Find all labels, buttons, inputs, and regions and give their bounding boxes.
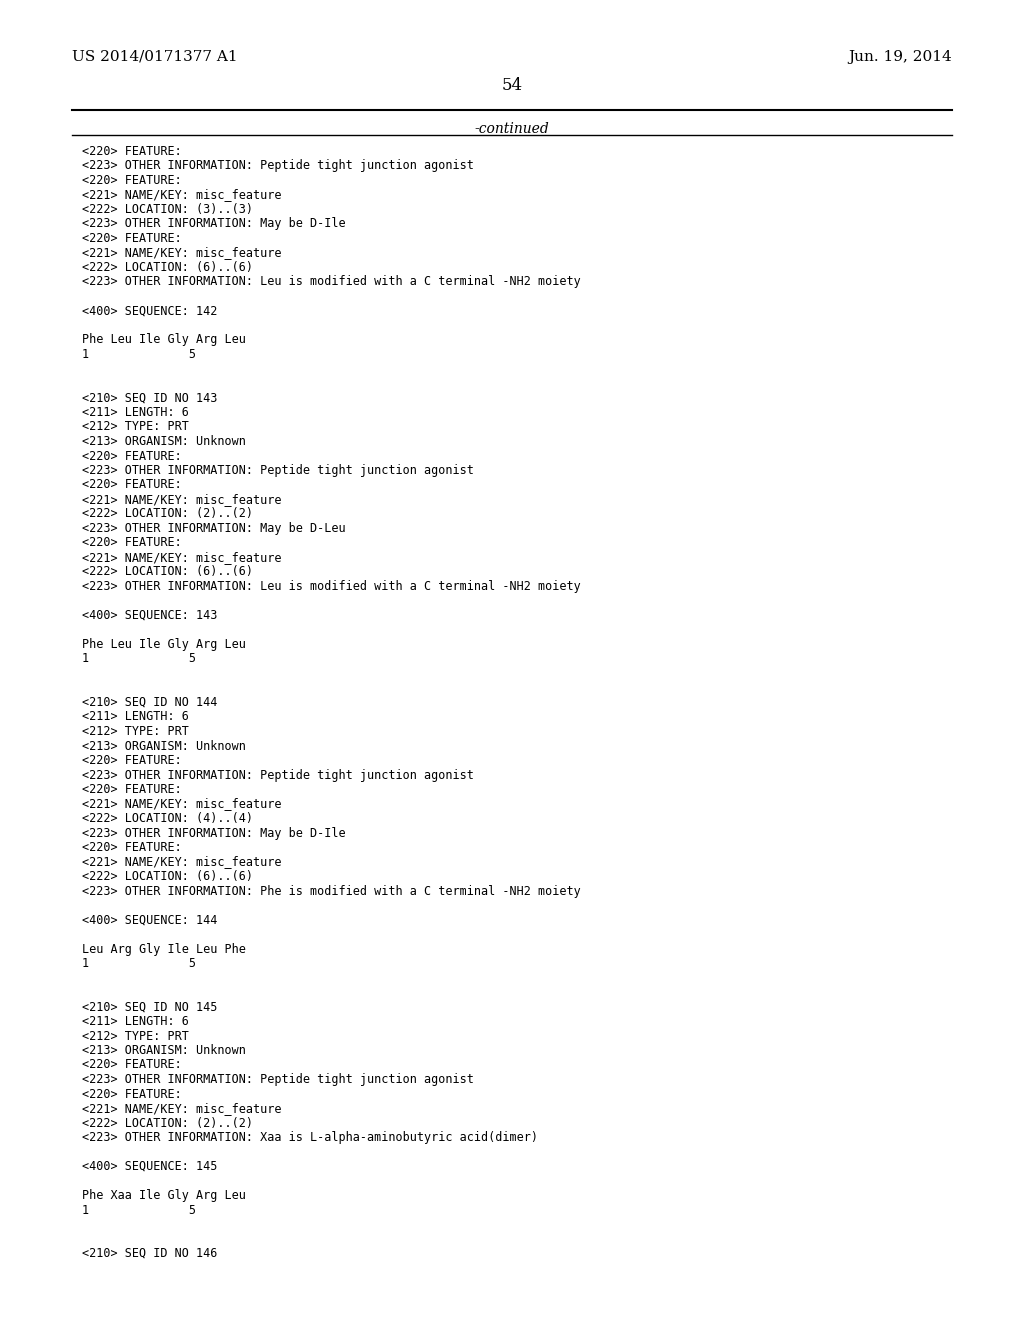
Text: Phe Xaa Ile Gly Arg Leu: Phe Xaa Ile Gly Arg Leu (82, 1189, 246, 1203)
Text: <221> NAME/KEY: misc_feature: <221> NAME/KEY: misc_feature (82, 492, 282, 506)
Text: US 2014/0171377 A1: US 2014/0171377 A1 (72, 50, 238, 63)
Text: <222> LOCATION: (2)..(2): <222> LOCATION: (2)..(2) (82, 507, 253, 520)
Text: <223> OTHER INFORMATION: Peptide tight junction agonist: <223> OTHER INFORMATION: Peptide tight j… (82, 160, 474, 173)
Text: <223> OTHER INFORMATION: Peptide tight junction agonist: <223> OTHER INFORMATION: Peptide tight j… (82, 768, 474, 781)
Text: <211> LENGTH: 6: <211> LENGTH: 6 (82, 1015, 188, 1028)
Text: Phe Leu Ile Gly Arg Leu: Phe Leu Ile Gly Arg Leu (82, 334, 246, 346)
Text: <223> OTHER INFORMATION: Peptide tight junction agonist: <223> OTHER INFORMATION: Peptide tight j… (82, 465, 474, 477)
Text: <220> FEATURE:: <220> FEATURE: (82, 783, 181, 796)
Text: <223> OTHER INFORMATION: Leu is modified with a C terminal -NH2 moiety: <223> OTHER INFORMATION: Leu is modified… (82, 579, 581, 593)
Text: <222> LOCATION: (6)..(6): <222> LOCATION: (6)..(6) (82, 565, 253, 578)
Text: <223> OTHER INFORMATION: Phe is modified with a C terminal -NH2 moiety: <223> OTHER INFORMATION: Phe is modified… (82, 884, 581, 898)
Text: <211> LENGTH: 6: <211> LENGTH: 6 (82, 407, 188, 418)
Text: 1              5: 1 5 (82, 652, 196, 665)
Text: <221> NAME/KEY: misc_feature: <221> NAME/KEY: misc_feature (82, 247, 282, 260)
Text: <220> FEATURE:: <220> FEATURE: (82, 232, 181, 246)
Text: <213> ORGANISM: Unknown: <213> ORGANISM: Unknown (82, 436, 246, 447)
Text: <220> FEATURE:: <220> FEATURE: (82, 841, 181, 854)
Text: <223> OTHER INFORMATION: May be D-Ile: <223> OTHER INFORMATION: May be D-Ile (82, 826, 346, 840)
Text: <221> NAME/KEY: misc_feature: <221> NAME/KEY: misc_feature (82, 1102, 282, 1115)
Text: <222> LOCATION: (3)..(3): <222> LOCATION: (3)..(3) (82, 203, 253, 216)
Text: <223> OTHER INFORMATION: May be D-Ile: <223> OTHER INFORMATION: May be D-Ile (82, 218, 346, 231)
Text: <212> TYPE: PRT: <212> TYPE: PRT (82, 1030, 188, 1043)
Text: <220> FEATURE:: <220> FEATURE: (82, 536, 181, 549)
Text: <223> OTHER INFORMATION: Leu is modified with a C terminal -NH2 moiety: <223> OTHER INFORMATION: Leu is modified… (82, 276, 581, 289)
Text: <223> OTHER INFORMATION: Xaa is L-alpha-aminobutyric acid(dimer): <223> OTHER INFORMATION: Xaa is L-alpha-… (82, 1131, 538, 1144)
Text: Leu Arg Gly Ile Leu Phe: Leu Arg Gly Ile Leu Phe (82, 942, 246, 956)
Text: <223> OTHER INFORMATION: Peptide tight junction agonist: <223> OTHER INFORMATION: Peptide tight j… (82, 1073, 474, 1086)
Text: <220> FEATURE:: <220> FEATURE: (82, 1088, 181, 1101)
Text: <213> ORGANISM: Unknown: <213> ORGANISM: Unknown (82, 1044, 246, 1057)
Text: <220> FEATURE:: <220> FEATURE: (82, 754, 181, 767)
Text: <400> SEQUENCE: 143: <400> SEQUENCE: 143 (82, 609, 217, 622)
Text: <221> NAME/KEY: misc_feature: <221> NAME/KEY: misc_feature (82, 797, 282, 810)
Text: <211> LENGTH: 6: <211> LENGTH: 6 (82, 710, 188, 723)
Text: <220> FEATURE:: <220> FEATURE: (82, 145, 181, 158)
Text: 1              5: 1 5 (82, 348, 196, 360)
Text: 1              5: 1 5 (82, 1204, 196, 1217)
Text: <400> SEQUENCE: 142: <400> SEQUENCE: 142 (82, 305, 217, 318)
Text: <210> SEQ ID NO 145: <210> SEQ ID NO 145 (82, 1001, 217, 1014)
Text: Phe Leu Ile Gly Arg Leu: Phe Leu Ile Gly Arg Leu (82, 638, 246, 651)
Text: <210> SEQ ID NO 146: <210> SEQ ID NO 146 (82, 1247, 217, 1261)
Text: <220> FEATURE:: <220> FEATURE: (82, 174, 181, 187)
Text: <212> TYPE: PRT: <212> TYPE: PRT (82, 725, 188, 738)
Text: <221> NAME/KEY: misc_feature: <221> NAME/KEY: misc_feature (82, 855, 282, 869)
Text: <212> TYPE: PRT: <212> TYPE: PRT (82, 421, 188, 433)
Text: <400> SEQUENCE: 145: <400> SEQUENCE: 145 (82, 1160, 217, 1173)
Text: <400> SEQUENCE: 144: <400> SEQUENCE: 144 (82, 913, 217, 927)
Text: <221> NAME/KEY: misc_feature: <221> NAME/KEY: misc_feature (82, 189, 282, 202)
Text: <222> LOCATION: (4)..(4): <222> LOCATION: (4)..(4) (82, 812, 253, 825)
Text: <210> SEQ ID NO 143: <210> SEQ ID NO 143 (82, 392, 217, 404)
Text: <220> FEATURE:: <220> FEATURE: (82, 450, 181, 462)
Text: <222> LOCATION: (6)..(6): <222> LOCATION: (6)..(6) (82, 870, 253, 883)
Text: <210> SEQ ID NO 144: <210> SEQ ID NO 144 (82, 696, 217, 709)
Text: 1              5: 1 5 (82, 957, 196, 970)
Text: -continued: -continued (475, 121, 549, 136)
Text: 54: 54 (502, 77, 522, 94)
Text: Jun. 19, 2014: Jun. 19, 2014 (848, 50, 952, 63)
Text: <222> LOCATION: (2)..(2): <222> LOCATION: (2)..(2) (82, 1117, 253, 1130)
Text: <223> OTHER INFORMATION: May be D-Leu: <223> OTHER INFORMATION: May be D-Leu (82, 521, 346, 535)
Text: <220> FEATURE:: <220> FEATURE: (82, 479, 181, 491)
Text: <221> NAME/KEY: misc_feature: <221> NAME/KEY: misc_feature (82, 550, 282, 564)
Text: <222> LOCATION: (6)..(6): <222> LOCATION: (6)..(6) (82, 261, 253, 275)
Text: <213> ORGANISM: Unknown: <213> ORGANISM: Unknown (82, 739, 246, 752)
Text: <220> FEATURE:: <220> FEATURE: (82, 1059, 181, 1072)
